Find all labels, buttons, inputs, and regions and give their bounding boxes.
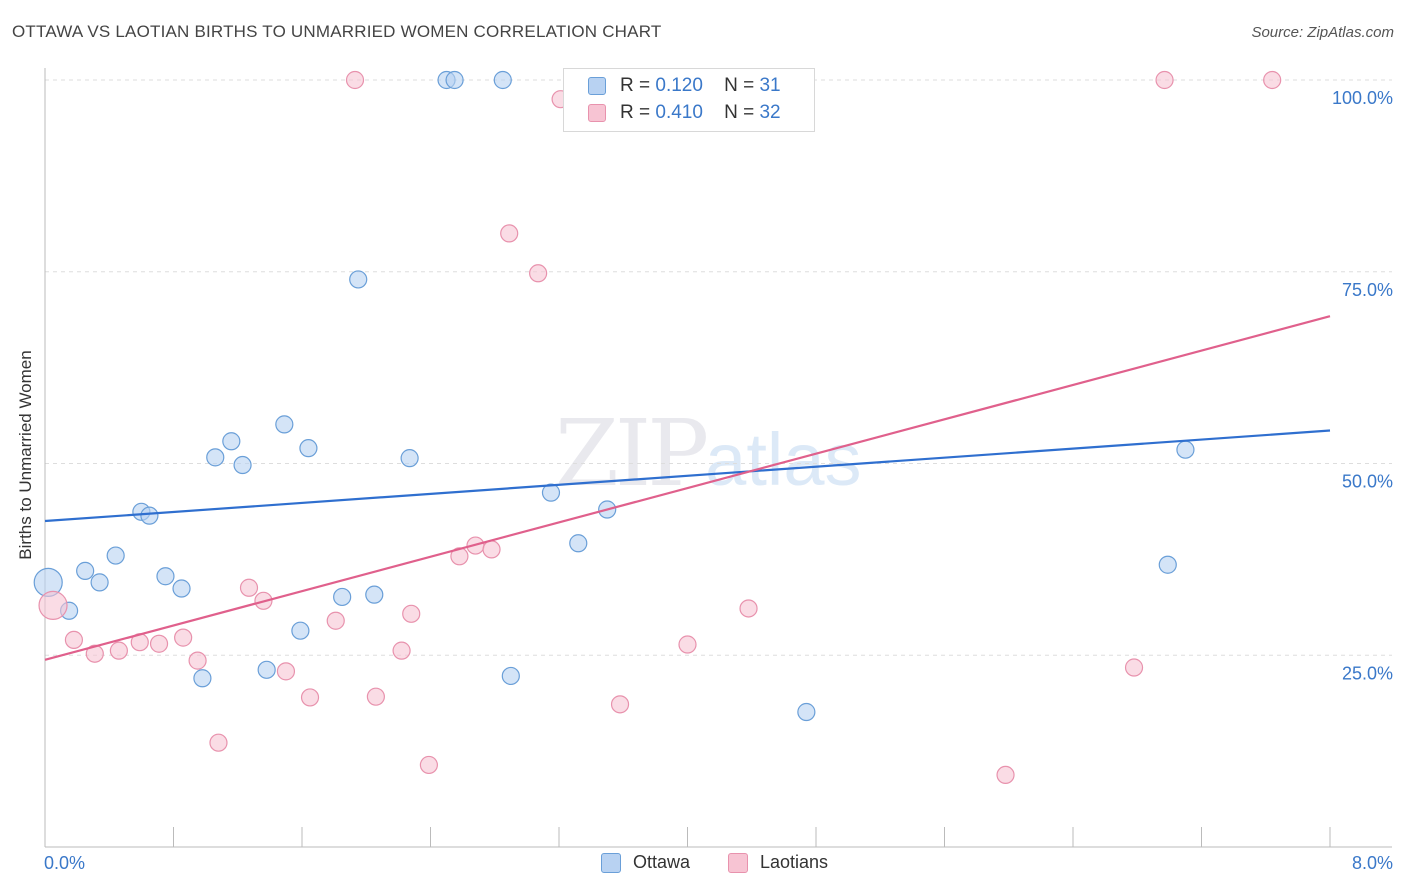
laotian-point <box>450 547 469 566</box>
chart-title: OTTAWA VS LAOTIAN BIRTHS TO UNMARRIED WO… <box>12 22 662 41</box>
ottawa-point <box>1176 440 1195 459</box>
ottawa-trend-line <box>44 429 1331 523</box>
laotian-point <box>610 695 630 714</box>
ottawa-point <box>206 448 225 467</box>
source-label: Source: ZipAtlas.com <box>1251 24 1394 41</box>
laotian-point <box>419 755 438 775</box>
y-tick-label: 100.0% <box>1332 88 1393 108</box>
ottawa-point <box>291 621 310 640</box>
legend-r-value: 0.410 <box>655 102 703 123</box>
ottawa-point <box>76 561 95 580</box>
tick-label-layer: 25.0% 50.0% 75.0% 100.0% 0.0% 8.0% <box>44 88 1393 873</box>
ottawa-point <box>1158 555 1177 574</box>
ottawa-point <box>140 506 159 525</box>
x-tick-label: 8.0% <box>1352 853 1393 873</box>
laotian-point <box>1263 70 1282 90</box>
laotian-point <box>209 733 228 752</box>
laotian-point <box>276 662 296 681</box>
grid-layer <box>45 79 1392 656</box>
laotian-point <box>38 590 68 620</box>
ottawa-point <box>501 666 520 686</box>
laotian-point <box>402 604 421 623</box>
laotian-point <box>109 641 128 660</box>
laotian-point <box>64 630 84 650</box>
laotian-point <box>739 599 758 618</box>
watermark-atlas: atlas <box>705 418 862 501</box>
ottawa-point <box>493 70 512 90</box>
bottom-legend-label-ottawa: Ottawa <box>633 852 691 872</box>
ottawa-point <box>257 660 276 679</box>
bottom-legend-swatch-laotians <box>728 853 748 873</box>
legend-n-value: 32 <box>759 102 781 123</box>
legend-n-label: N = <box>724 102 755 123</box>
laotian-point <box>149 634 169 653</box>
bottom-legend-label-laotians: Laotians <box>760 852 829 872</box>
y-axis-label: Births to Unmarried Women <box>16 350 35 560</box>
ottawa-point <box>275 415 294 434</box>
legend-swatch-laotians <box>588 104 606 122</box>
ottawa-point <box>222 432 241 451</box>
laotian-point <box>326 611 345 630</box>
ottawa-point <box>365 585 384 604</box>
y-tick-label: 25.0% <box>1342 663 1393 683</box>
legend-text-ottawa: R = 0.120 N = 31 <box>620 75 781 97</box>
ottawa-point <box>156 567 175 586</box>
laotian-point <box>529 264 548 283</box>
laotian-point <box>366 687 385 706</box>
ottawa-point <box>349 270 368 289</box>
ottawa-point <box>90 573 109 592</box>
ottawa-point <box>445 70 464 90</box>
laotian-point <box>996 765 1015 785</box>
laotian-point <box>482 540 501 559</box>
ottawa-point <box>106 546 125 565</box>
ottawa-point <box>797 702 816 722</box>
ottawa-point <box>541 483 561 502</box>
ottawa-point <box>299 439 318 458</box>
axis-layer <box>44 68 1392 848</box>
legend-n-value: 31 <box>759 75 781 96</box>
laotian-point <box>85 644 104 663</box>
x-tick-label: 0.0% <box>44 853 85 873</box>
laotian-point <box>300 688 320 707</box>
laotian-point <box>239 578 259 597</box>
ottawa-point <box>400 449 419 468</box>
ottawa-point <box>193 669 212 688</box>
ottawa-point <box>233 455 252 475</box>
legend-r-value: 0.120 <box>655 75 703 96</box>
laotian-point <box>188 651 207 670</box>
ottawa-point <box>569 534 588 553</box>
legend-swatch-ottawa <box>588 77 606 95</box>
laotian-point <box>1155 70 1174 90</box>
y-tick-label: 50.0% <box>1342 472 1393 492</box>
y-tick-label: 75.0% <box>1342 280 1393 300</box>
ottawa-point <box>333 587 352 607</box>
laotian-trend-line <box>44 315 1331 661</box>
laotian-point <box>345 70 365 90</box>
legend-r-label: R = <box>620 102 651 123</box>
legend-r-label: R = <box>620 75 651 96</box>
laotian-point <box>500 224 519 243</box>
point-layer <box>33 70 1282 785</box>
bottom-legend-swatch-ottawa <box>601 853 621 873</box>
ottawa-point <box>172 579 191 598</box>
legend-n-label: N = <box>724 75 755 96</box>
laotian-point <box>174 628 193 647</box>
legend-text-laotians: R = 0.410 N = 32 <box>620 102 781 124</box>
trend-layer <box>44 315 1331 661</box>
laotian-point <box>392 641 411 660</box>
correlation-legend: R = 0.120 N = 31 R = 0.410 N = 32 <box>563 68 815 132</box>
laotian-point <box>1124 658 1144 677</box>
laotian-point <box>678 635 697 654</box>
